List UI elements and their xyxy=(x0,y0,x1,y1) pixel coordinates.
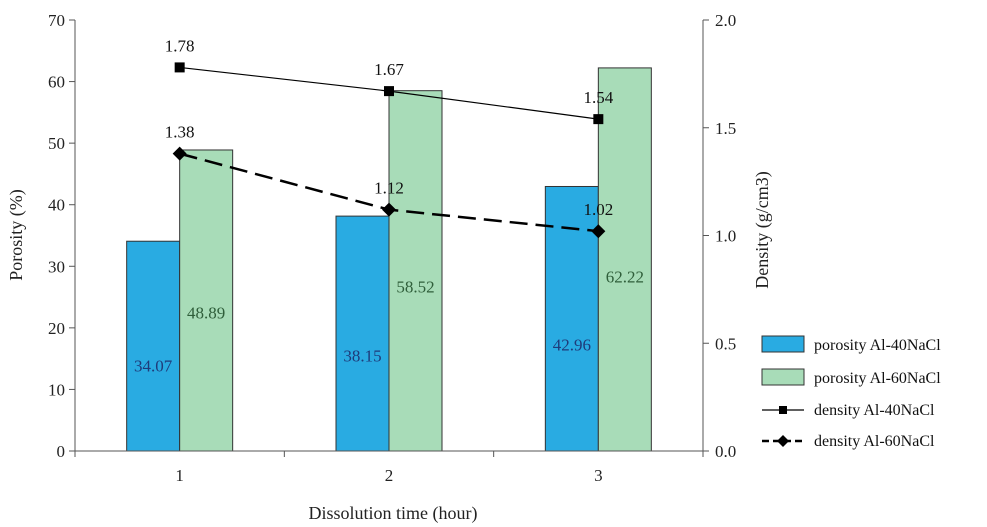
line-marker xyxy=(172,146,187,161)
x-tick-label: 1 xyxy=(175,466,184,485)
y-tick-label: 10 xyxy=(48,380,65,399)
bar-data-label: 58.52 xyxy=(396,277,434,296)
y-tick-label: 40 xyxy=(48,196,65,215)
line-marker xyxy=(382,202,396,217)
y-tick-label: 60 xyxy=(48,73,65,92)
legend-swatch xyxy=(761,368,805,386)
line-marker xyxy=(384,86,394,97)
bar xyxy=(388,90,443,452)
x-axis-title: Dissolution time (hour) xyxy=(309,503,478,524)
bar-data-label: 48.89 xyxy=(187,304,225,323)
y2-tick-label: 2.0 xyxy=(715,11,736,30)
y2-tick-label: 0.5 xyxy=(715,334,736,353)
y2-tick-label: 0.0 xyxy=(715,442,736,461)
y-tick-label: 0 xyxy=(57,442,66,461)
y2-tick-label: 1.0 xyxy=(715,227,736,246)
bar-data-label: 42.96 xyxy=(553,335,591,354)
bar xyxy=(597,67,652,452)
legend-marker xyxy=(777,435,789,447)
line-data-label: 1.02 xyxy=(583,200,613,219)
y-tick-label: 30 xyxy=(48,257,65,276)
line-marker xyxy=(591,224,606,239)
legend-label: porosity Al-40NaCl xyxy=(814,337,941,354)
bar xyxy=(126,240,181,452)
y-tick-label: 50 xyxy=(48,134,65,153)
y2-tick-label: 1.5 xyxy=(715,119,736,138)
bar xyxy=(335,215,390,452)
line-data-label: 1.54 xyxy=(583,88,613,107)
bar-data-label: 38.15 xyxy=(343,347,381,366)
line-data-label: 1.78 xyxy=(165,36,195,55)
line-data-label: 1.12 xyxy=(374,179,404,198)
legend-label: porosity Al-60NaCl xyxy=(814,370,941,387)
bar-data-label: 34.07 xyxy=(134,356,173,375)
y2-axis-title: Density (g/cm3) xyxy=(752,171,773,288)
legend-label: density Al-60NaCl xyxy=(814,433,935,450)
y-tick-label: 20 xyxy=(48,319,65,338)
y-axis-title: Porosity (%) xyxy=(6,189,27,281)
line-marker xyxy=(174,62,185,73)
line-data-label: 1.38 xyxy=(165,123,195,142)
legend-swatch xyxy=(761,335,805,353)
legend-marker xyxy=(779,406,787,414)
x-tick-label: 3 xyxy=(594,466,603,485)
y-tick-label: 70 xyxy=(48,11,65,30)
bar xyxy=(179,149,234,452)
line-marker xyxy=(593,114,604,125)
x-tick-label: 2 xyxy=(385,466,394,485)
bar-data-label: 62.22 xyxy=(606,267,644,286)
line-data-label: 1.67 xyxy=(374,60,404,79)
legend-label: density Al-40NaCl xyxy=(814,402,935,419)
